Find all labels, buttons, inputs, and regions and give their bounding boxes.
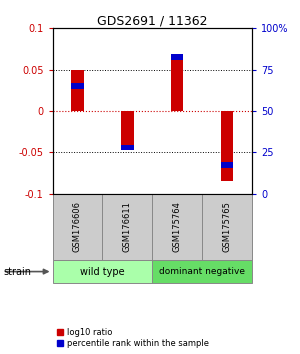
Text: strain: strain: [3, 267, 31, 276]
Bar: [121, 144, 134, 150]
Bar: [171, 55, 183, 60]
Bar: [171, 57, 183, 111]
Bar: [152, 260, 252, 283]
Title: GDS2691 / 11362: GDS2691 / 11362: [97, 14, 208, 27]
Text: GSM176611: GSM176611: [123, 201, 132, 252]
Text: wild type: wild type: [80, 267, 125, 276]
Bar: [52, 194, 102, 260]
Text: GSM175764: GSM175764: [173, 201, 182, 252]
Bar: [202, 194, 252, 260]
Bar: [102, 194, 152, 260]
Bar: [152, 194, 202, 260]
Bar: [221, 162, 233, 168]
Text: GSM176606: GSM176606: [73, 201, 82, 252]
Text: dominant negative: dominant negative: [159, 267, 245, 276]
Text: GSM175765: GSM175765: [223, 201, 232, 252]
Bar: [71, 70, 84, 111]
Legend: log10 ratio, percentile rank within the sample: log10 ratio, percentile rank within the …: [57, 328, 209, 348]
Bar: [52, 260, 152, 283]
Bar: [71, 83, 84, 89]
Bar: [121, 111, 134, 148]
Bar: [221, 111, 233, 181]
